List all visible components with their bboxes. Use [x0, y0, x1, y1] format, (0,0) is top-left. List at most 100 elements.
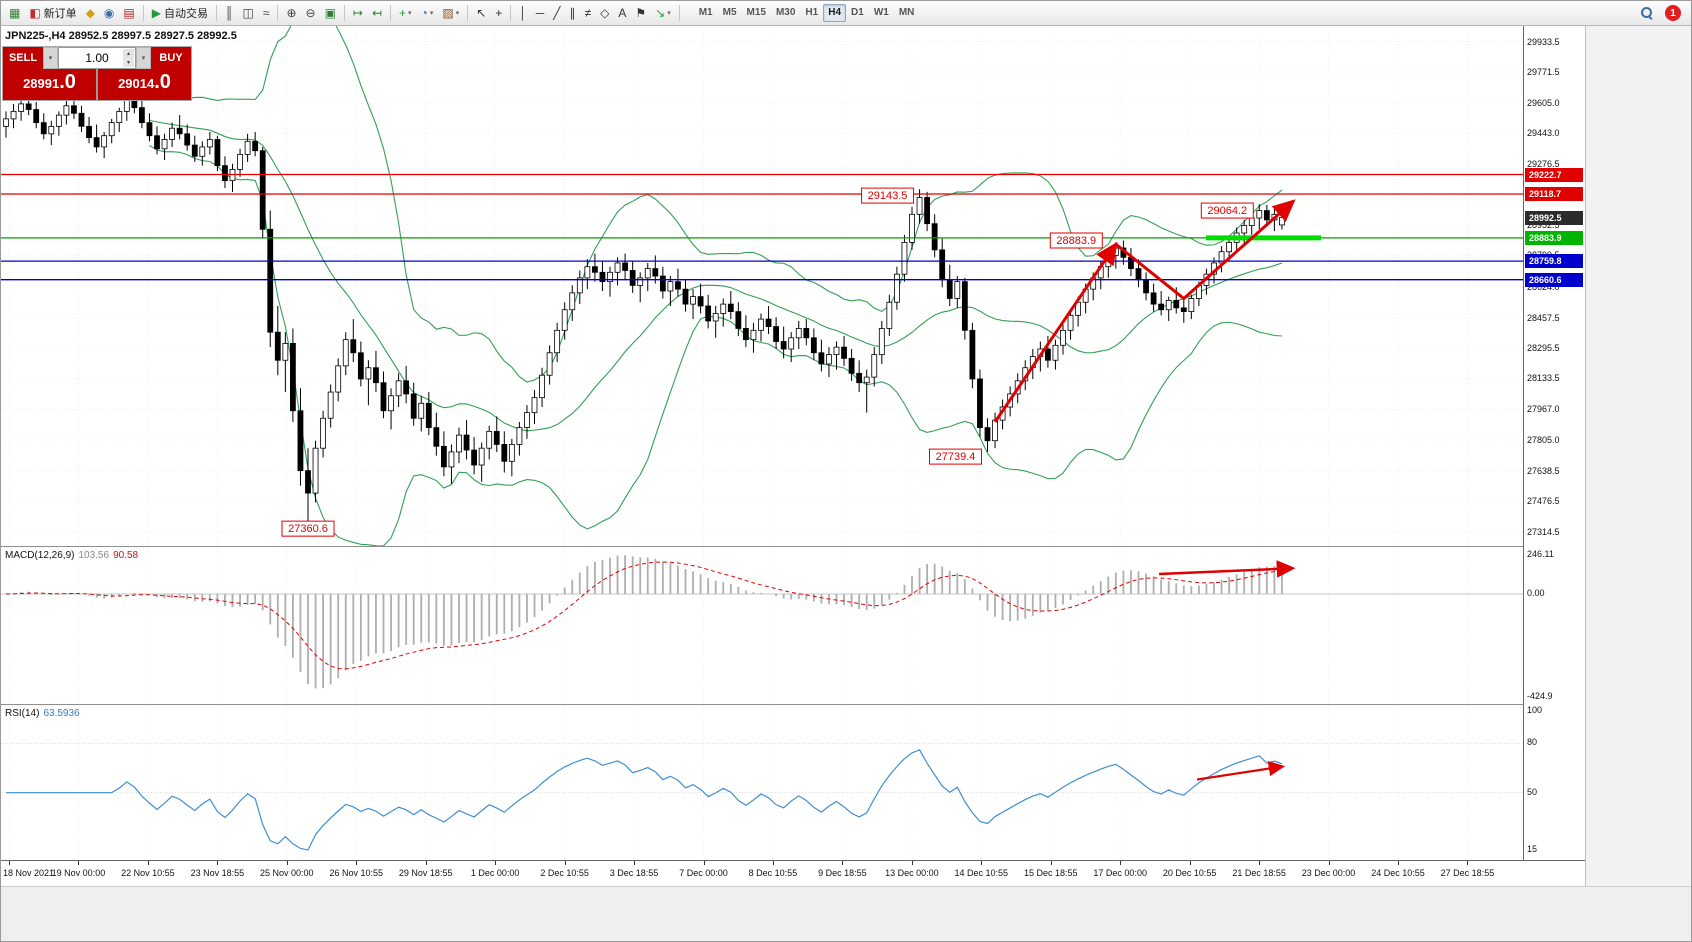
vertical-line-button[interactable]: │: [515, 3, 531, 23]
svg-text:27360.6: 27360.6: [288, 523, 328, 535]
arrows-tool-icon: ↘: [655, 6, 666, 20]
buy-button[interactable]: BUY: [151, 47, 191, 69]
arrows-tool-button[interactable]: ↘ ▾: [651, 3, 675, 23]
zoom-out-button[interactable]: ⊖: [302, 3, 320, 23]
time-axis-tick: [78, 861, 80, 865]
line-chart-icon: ≈: [262, 6, 270, 20]
right-gutter: [1585, 26, 1691, 886]
price-annotations[interactable]: 29143.5 29064.2 28883.9 27739.4 27360.6: [281, 187, 1254, 537]
timeframe-m15[interactable]: M15: [746, 7, 766, 18]
timeframe-bar: M1 M5 M15 M30 H1 H4 D1 W1 MN: [694, 4, 920, 22]
templates-button[interactable]: ▨ ▾: [438, 3, 463, 23]
one-click-trade-panel: SELL ▾ ▴ ▾ ▾ BUY 28991.0 29014.0: [2, 46, 192, 101]
timeframe-mn[interactable]: MN: [898, 7, 915, 18]
timeframe-m1[interactable]: M1: [698, 7, 713, 18]
svg-text:29143.5: 29143.5: [868, 190, 908, 202]
search-button[interactable]: [1636, 3, 1658, 23]
time-axis-label: 18 Nov 2021: [3, 868, 55, 878]
macd-arrow[interactable]: [1158, 560, 1296, 578]
price-axis-label: 29605.0: [1527, 97, 1560, 108]
price-tag: 29222.7: [1525, 167, 1583, 182]
volume-field-wrap: ▴ ▾: [58, 47, 136, 69]
price-axis-label: 27314.5: [1527, 526, 1560, 537]
indicators-button[interactable]: + ▾: [395, 3, 416, 23]
horizontal-level-lines[interactable]: [1, 173, 1523, 281]
time-axis-tick: [495, 861, 497, 865]
periods-button[interactable]: ◔ ▾: [417, 3, 438, 23]
timeframe-w1[interactable]: W1: [873, 7, 889, 18]
volume-decrement[interactable]: ▾: [126, 59, 130, 66]
buy-price[interactable]: 29014.0: [98, 69, 191, 100]
time-axis-label: 8 Dec 10:55: [748, 868, 798, 878]
autotrading-button[interactable]: ▶ 自动交易: [148, 3, 212, 23]
metaeditor-icon: ◆: [85, 6, 95, 20]
timeframe-d1[interactable]: D1: [851, 7, 864, 18]
time-axis-tick: [356, 861, 358, 865]
time-axis[interactable]: 18 Nov 2021 19 Nov 00:00 22 Nov 10:55 23 No…: [1, 860, 1585, 886]
rsi-axis-label: 15: [1527, 844, 1538, 855]
metaeditor-button[interactable]: ◆: [82, 3, 99, 23]
time-axis-tick: [1398, 861, 1399, 865]
auto-scroll-button[interactable]: ↦: [349, 3, 367, 23]
time-axis-tick: [772, 861, 774, 865]
time-axis-tick: [1050, 861, 1052, 865]
fibonacci-button[interactable]: ≠: [581, 3, 596, 23]
bollinger-bands: [149, 26, 1283, 546]
timeframe-m5[interactable]: M5: [722, 7, 737, 18]
buy-options-dropdown[interactable]: ▾: [136, 47, 151, 69]
toolbar-items: ▦ ◧ 新订单 ◆ ◉ ▤ ▶ 自动交易 ║ ◫ ≈ ⊕ ⊖ ▣ ↦ ↤ + ▾ ◔ ▾ ▨ ▾ ↖ + │ ─ ╱ ∥ ≠ ◇ A ⚑ ↘ ▾: [5, 3, 683, 23]
bar-chart-icon: ║: [224, 6, 234, 20]
text-label-icon: ⚑: [635, 6, 647, 20]
templates-dropdown[interactable]: ▾: [455, 10, 460, 17]
vertical-line-icon: │: [519, 6, 527, 20]
rsi-arrow[interactable]: [1196, 760, 1286, 781]
trendline-button[interactable]: ╱: [549, 3, 564, 23]
crosshair-button[interactable]: +: [491, 3, 506, 23]
channel-button[interactable]: ∥: [566, 3, 580, 23]
volume-input[interactable]: [59, 48, 135, 68]
chart-window-button[interactable]: ▦: [5, 3, 24, 23]
text-button[interactable]: A: [614, 3, 630, 23]
candlestick-chart-button[interactable]: ◫: [239, 3, 258, 23]
sell-options-dropdown[interactable]: ▾: [43, 47, 58, 69]
time-axis-tick: [842, 861, 844, 865]
bar-chart-button[interactable]: ║: [221, 3, 238, 23]
horizontal-line-button[interactable]: ─: [532, 3, 549, 23]
text-label-button[interactable]: ⚑: [631, 3, 650, 23]
crosshair-icon: +: [495, 6, 503, 20]
history-book-button[interactable]: ▤: [119, 3, 138, 23]
time-axis-label: 14 Dec 10:55: [954, 868, 1009, 878]
profile-button[interactable]: ◉: [100, 3, 118, 23]
timeframe-h1[interactable]: H1: [805, 7, 819, 18]
macd-canvas[interactable]: [1, 547, 1523, 704]
trend-arrows[interactable]: [993, 199, 1296, 423]
shapes-button[interactable]: ◇: [596, 3, 613, 23]
new-order-button[interactable]: ◧ 新订单: [25, 3, 80, 23]
price-chart-canvas[interactable]: 29143.5 29064.2 28883.9 27739.4 27360.6: [1, 26, 1523, 546]
price-axis[interactable]: 29933.529771.529605.029443.029276.529114…: [1523, 26, 1585, 886]
candles: [3, 92, 1285, 524]
periods-dropdown[interactable]: ▾: [429, 10, 434, 17]
timeframe-m30[interactable]: M30: [775, 7, 796, 18]
rsi-line: [6, 749, 1283, 851]
sell-button[interactable]: SELL: [3, 47, 43, 69]
timeframe-h4[interactable]: H4: [823, 4, 847, 22]
zoom-in-button[interactable]: ⊕: [282, 3, 300, 23]
rsi-canvas[interactable]: [1, 705, 1523, 860]
tile-windows-button[interactable]: ▣: [321, 3, 340, 23]
chart-shift-button[interactable]: ↤: [368, 3, 386, 23]
arrows-tool-dropdown[interactable]: ▾: [667, 10, 671, 17]
time-axis-label: 21 Dec 18:55: [1232, 868, 1286, 878]
sell-price[interactable]: 28991.0: [3, 69, 96, 100]
time-axis-label: 25 Nov 00:00: [260, 868, 314, 878]
macd-value-main: 103.56: [78, 550, 110, 561]
price-axis-label: 29771.5: [1527, 66, 1560, 77]
volume-increment[interactable]: ▴: [126, 50, 130, 57]
time-axis-tick: [1189, 861, 1191, 865]
indicators-dropdown[interactable]: ▾: [408, 10, 412, 17]
chart-area: 29143.5 29064.2 28883.9 27739.4 27360.6 JPN2…: [1, 26, 1585, 886]
notification-badge[interactable]: 1: [1665, 5, 1681, 21]
time-axis-tick: [703, 861, 705, 865]
line-chart-button[interactable]: ≈: [259, 3, 274, 23]
cursor-button[interactable]: ↖: [472, 3, 490, 23]
